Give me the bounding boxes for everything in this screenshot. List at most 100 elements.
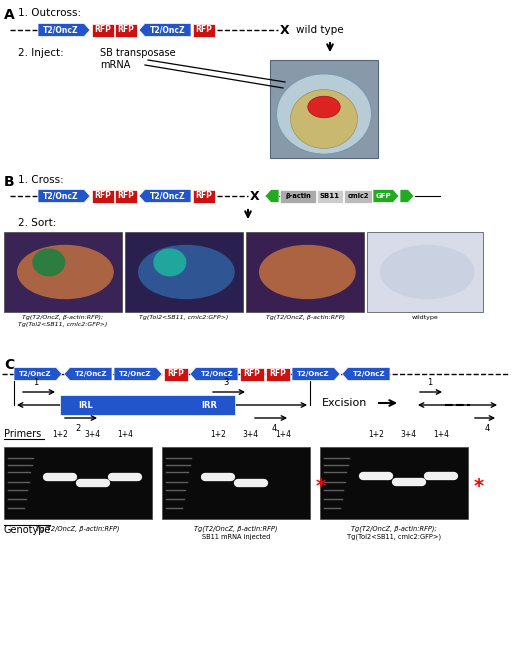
Text: X: X	[280, 23, 290, 37]
Text: T2/OncZ: T2/OncZ	[353, 371, 385, 377]
Text: 1+2: 1+2	[368, 430, 384, 439]
Text: 2. Inject:: 2. Inject:	[18, 48, 64, 58]
Text: Tg(Tol2<SB11, cmlc2:GFP>): Tg(Tol2<SB11, cmlc2:GFP>)	[347, 534, 441, 541]
Text: 3: 3	[223, 378, 229, 387]
Text: RFP: RFP	[167, 370, 184, 379]
Text: 1+4: 1+4	[433, 430, 450, 439]
Text: Tg(Tol2<SB11, cmlc2:GFP>): Tg(Tol2<SB11, cmlc2:GFP>)	[18, 322, 108, 327]
Text: wild type: wild type	[296, 25, 344, 35]
FancyBboxPatch shape	[162, 447, 310, 519]
FancyBboxPatch shape	[367, 232, 483, 312]
Text: 1. Cross:: 1. Cross:	[18, 175, 64, 185]
Text: 2. Sort:: 2. Sort:	[18, 218, 56, 228]
Text: A: A	[4, 8, 15, 22]
Text: cmlc2: cmlc2	[347, 193, 369, 199]
Text: Tg(T2/OncZ, β-actin:RFP): Tg(T2/OncZ, β-actin:RFP)	[36, 525, 120, 531]
Text: 4: 4	[484, 424, 489, 433]
Text: RFP: RFP	[196, 26, 212, 34]
Text: RFP: RFP	[118, 192, 135, 201]
Text: SB11: SB11	[320, 193, 340, 199]
Ellipse shape	[153, 248, 186, 277]
Text: 3+4: 3+4	[85, 430, 101, 439]
Text: Tg(T2/OncZ, β-actin:RFP);: Tg(T2/OncZ, β-actin:RFP);	[351, 525, 437, 531]
Text: β-actin: β-actin	[285, 193, 311, 199]
Polygon shape	[400, 190, 414, 203]
FancyBboxPatch shape	[266, 368, 290, 381]
Text: 1+2: 1+2	[52, 430, 68, 439]
Polygon shape	[14, 368, 62, 381]
Text: T2/OncZ: T2/OncZ	[43, 26, 79, 34]
Text: 1: 1	[33, 378, 38, 387]
Text: 3+4: 3+4	[401, 430, 417, 439]
Text: 1. Outcross:: 1. Outcross:	[18, 8, 81, 18]
FancyBboxPatch shape	[320, 447, 468, 519]
Ellipse shape	[276, 74, 372, 154]
FancyBboxPatch shape	[60, 395, 235, 415]
Text: X: X	[250, 190, 260, 203]
FancyBboxPatch shape	[193, 23, 215, 37]
Polygon shape	[265, 190, 279, 203]
Polygon shape	[64, 368, 112, 381]
Polygon shape	[292, 368, 340, 381]
Text: T2/OncZ: T2/OncZ	[119, 371, 152, 377]
Text: 1+2: 1+2	[210, 430, 226, 439]
FancyBboxPatch shape	[4, 447, 152, 519]
FancyBboxPatch shape	[164, 368, 188, 381]
Polygon shape	[38, 190, 90, 203]
Text: wildtype: wildtype	[412, 315, 438, 320]
FancyBboxPatch shape	[92, 23, 114, 37]
Ellipse shape	[308, 96, 340, 118]
FancyBboxPatch shape	[344, 190, 372, 203]
Text: T2/OncZ: T2/OncZ	[297, 371, 329, 377]
FancyBboxPatch shape	[270, 60, 378, 158]
FancyBboxPatch shape	[4, 232, 122, 312]
FancyBboxPatch shape	[246, 232, 364, 312]
Text: Tg(T2/OncZ, β-actin:RFP): Tg(T2/OncZ, β-actin:RFP)	[266, 315, 345, 320]
Polygon shape	[373, 190, 399, 203]
Text: Excision: Excision	[322, 398, 368, 408]
FancyBboxPatch shape	[115, 190, 137, 203]
Text: B: B	[4, 175, 15, 189]
Text: 4: 4	[271, 424, 276, 433]
Polygon shape	[114, 368, 162, 381]
Polygon shape	[342, 368, 390, 381]
Text: 1: 1	[428, 378, 433, 387]
Polygon shape	[38, 23, 90, 37]
Text: T2/OncZ: T2/OncZ	[43, 192, 79, 201]
Text: T2/OncZ: T2/OncZ	[150, 26, 186, 34]
Text: GFP: GFP	[375, 193, 391, 199]
Text: 1+4: 1+4	[275, 430, 291, 439]
Text: Tg(T2/OncZ, β-actin:RFP): Tg(T2/OncZ, β-actin:RFP)	[194, 525, 278, 531]
Text: 2: 2	[75, 424, 80, 433]
FancyBboxPatch shape	[92, 190, 114, 203]
Text: RFP: RFP	[244, 370, 261, 379]
Ellipse shape	[259, 245, 356, 299]
Text: Tg(T2/OncZ, β-actin:RFP);: Tg(T2/OncZ, β-actin:RFP);	[23, 315, 103, 320]
Text: SB transposase
mRNA: SB transposase mRNA	[100, 48, 176, 70]
Text: Tg(Tol2<SB11, cmlc2:GFP>): Tg(Tol2<SB11, cmlc2:GFP>)	[139, 315, 229, 320]
Ellipse shape	[17, 245, 114, 299]
Text: T2/OncZ: T2/OncZ	[75, 371, 107, 377]
FancyBboxPatch shape	[317, 190, 343, 203]
Ellipse shape	[138, 245, 234, 299]
FancyBboxPatch shape	[280, 190, 316, 203]
FancyBboxPatch shape	[125, 232, 243, 312]
Text: Genotype: Genotype	[4, 525, 52, 535]
Text: *: *	[316, 477, 326, 496]
Text: 3+4: 3+4	[243, 430, 259, 439]
FancyBboxPatch shape	[240, 368, 264, 381]
Text: 1+4: 1+4	[117, 430, 133, 439]
Text: T2/OncZ: T2/OncZ	[150, 192, 186, 201]
Text: RFP: RFP	[95, 26, 112, 34]
Text: RFP: RFP	[196, 192, 212, 201]
Text: SB11 mRNA injected: SB11 mRNA injected	[202, 534, 270, 540]
Text: T2/OncZ: T2/OncZ	[201, 371, 233, 377]
Polygon shape	[139, 190, 191, 203]
Ellipse shape	[32, 248, 66, 277]
Text: RFP: RFP	[118, 26, 135, 34]
Text: RFP: RFP	[95, 192, 112, 201]
Text: RFP: RFP	[269, 370, 286, 379]
FancyBboxPatch shape	[115, 23, 137, 37]
Text: IRL: IRL	[78, 401, 93, 410]
FancyBboxPatch shape	[193, 190, 215, 203]
